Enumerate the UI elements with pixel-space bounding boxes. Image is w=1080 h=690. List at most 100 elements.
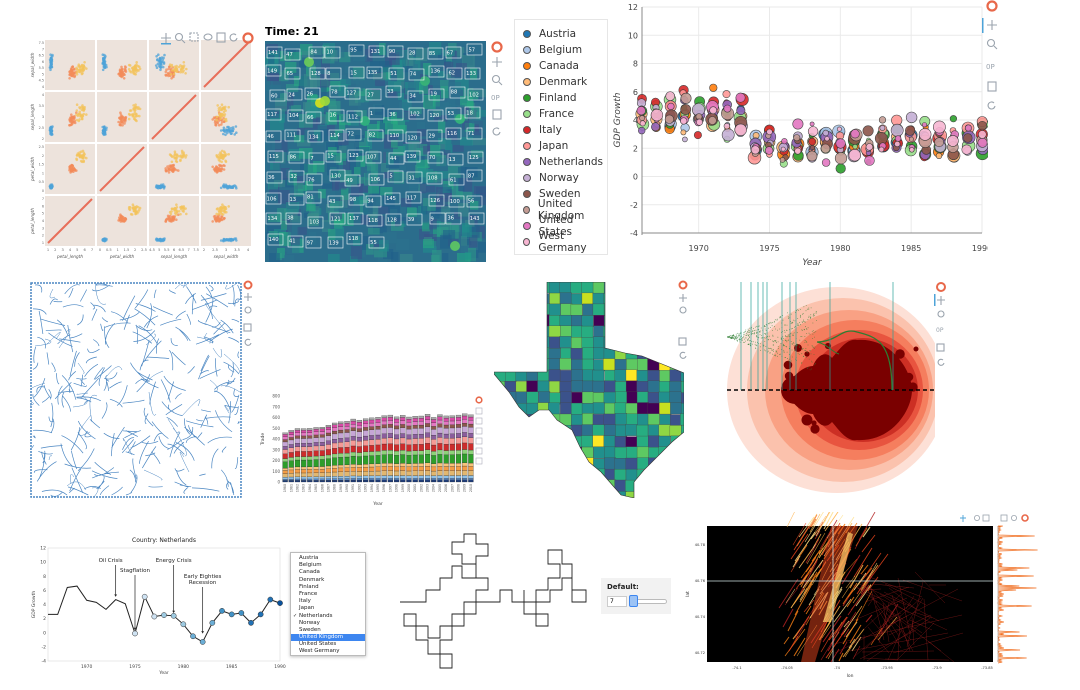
- dropdown-option[interactable]: United Kingdom: [291, 634, 365, 642]
- pan-icon[interactable]: [492, 57, 502, 67]
- legend-item[interactable]: Netherlands: [523, 154, 607, 170]
- dropdown-option[interactable]: United States: [299, 641, 337, 648]
- box-zoom-icon[interactable]: [189, 32, 199, 42]
- lasso-icon[interactable]: [203, 33, 213, 41]
- save-icon[interactable]: [243, 323, 252, 332]
- dropdown-option[interactable]: Sweden: [299, 626, 321, 633]
- county: [527, 358, 540, 371]
- dropdown-option[interactable]: Norway: [299, 619, 320, 626]
- zoom-icon[interactable]: [679, 306, 687, 314]
- bifurcation-point: [811, 360, 812, 362]
- image-blob: [329, 101, 341, 115]
- data-point: [180, 205, 184, 208]
- image-blob: [373, 73, 387, 81]
- reset-icon[interactable]: [679, 351, 687, 359]
- bifurcation-point: [759, 334, 761, 336]
- legend-item[interactable]: Japan: [523, 138, 607, 154]
- county: [548, 282, 561, 294]
- save-icon[interactable]: [678, 337, 687, 346]
- legend-item[interactable]: France: [523, 106, 607, 122]
- stack-segment: [319, 480, 325, 483]
- reset-icon[interactable]: [492, 127, 501, 136]
- reset-icon[interactable]: [244, 338, 252, 346]
- data-point: [73, 119, 77, 123]
- pan-icon[interactable]: [679, 294, 687, 302]
- stack-segment: [431, 455, 437, 464]
- tick-label: 5.5: [164, 248, 170, 252]
- street: [842, 628, 865, 658]
- image-blob: [438, 53, 450, 61]
- slider-handle[interactable]: [629, 595, 638, 607]
- dropdown-option[interactable]: Denmark: [299, 576, 325, 583]
- pan-icon[interactable]: [937, 296, 945, 305]
- legend-item[interactable]: United Kingdom: [523, 198, 607, 222]
- dropdown-option[interactable]: Finland: [299, 583, 319, 590]
- legend-item[interactable]: Austria: [523, 26, 607, 42]
- county: [560, 436, 572, 448]
- mandel-spike: [862, 364, 874, 376]
- zoom-icon[interactable]: [986, 38, 998, 50]
- data-point: [122, 77, 126, 80]
- tick-label: 1989: [339, 484, 343, 492]
- street: [785, 588, 796, 604]
- country-select-dropdown[interactable]: Austria Belgium Canada Denmark Finland France…: [290, 552, 366, 656]
- pan-icon[interactable]: [161, 33, 171, 43]
- dropdown-option[interactable]: West Germany: [299, 648, 340, 655]
- tracking-box: [348, 66, 365, 79]
- reset-icon[interactable]: [937, 358, 945, 366]
- tracking-box: [428, 194, 445, 207]
- image-blob: [368, 90, 380, 101]
- tracking-box: [365, 151, 382, 164]
- legend-item[interactable]: Canada: [523, 58, 607, 74]
- dropdown-option[interactable]: Italy: [299, 598, 311, 605]
- pan-icon[interactable]: [987, 20, 997, 30]
- dropdown-option[interactable]: Canada: [299, 569, 320, 576]
- legend-label: West Germany: [538, 230, 587, 254]
- tracking-box: [365, 195, 382, 208]
- pan-icon[interactable]: [244, 293, 252, 301]
- county: [592, 282, 605, 294]
- bifurcation-point: [791, 356, 793, 358]
- bifurcation-point: [743, 332, 745, 334]
- dropdown-option[interactable]: Japan: [299, 605, 315, 612]
- tick-label: 0: [99, 248, 102, 252]
- dropdown-option[interactable]: Netherlands ✓: [293, 612, 333, 619]
- wheel-zoom-icon[interactable]: 0P: [936, 327, 944, 334]
- zoom-icon[interactable]: [937, 310, 945, 318]
- legend-item[interactable]: West Germany: [523, 230, 607, 254]
- street: [862, 526, 871, 538]
- save-icon[interactable]: [216, 32, 226, 43]
- legend-item[interactable]: Italy: [523, 122, 607, 138]
- gdp-bubble: [665, 91, 676, 101]
- tracking-box: [265, 64, 282, 77]
- county: [680, 435, 684, 448]
- gdp-bubble: [879, 125, 886, 131]
- tick-label: 1980: [830, 244, 850, 253]
- legend-item[interactable]: United States: [523, 214, 607, 238]
- zoom-icon[interactable]: [174, 32, 186, 44]
- box-label: 78: [331, 89, 338, 95]
- wheel-zoom-icon[interactable]: 0P: [986, 63, 995, 71]
- legend-item[interactable]: Norway: [523, 170, 607, 186]
- save-icon[interactable]: [987, 81, 997, 92]
- zoom-icon[interactable]: [491, 74, 503, 86]
- wheel-zoom-icon[interactable]: 0P: [491, 94, 500, 102]
- gdp-bubble: [977, 137, 988, 148]
- dropdown-option[interactable]: Belgium: [299, 562, 322, 569]
- graph-edge: [145, 333, 156, 346]
- save-icon[interactable]: [936, 343, 945, 352]
- dropdown-option[interactable]: Austria: [299, 555, 319, 561]
- save-icon[interactable]: [492, 109, 502, 120]
- legend-item[interactable]: Denmark: [523, 74, 607, 90]
- dropdown-option[interactable]: France: [299, 590, 318, 597]
- legend-item[interactable]: Sweden: [523, 186, 607, 202]
- graph-edge: [77, 362, 85, 374]
- legend-item[interactable]: Finland: [523, 90, 607, 106]
- reset-icon[interactable]: [987, 101, 996, 110]
- stack-segment: [418, 470, 424, 476]
- image-blob: [323, 189, 336, 202]
- zoom-icon[interactable]: [244, 306, 252, 314]
- legend-item[interactable]: Belgium: [523, 42, 607, 58]
- reset-icon[interactable]: [229, 33, 238, 42]
- image-blob: [398, 125, 407, 134]
